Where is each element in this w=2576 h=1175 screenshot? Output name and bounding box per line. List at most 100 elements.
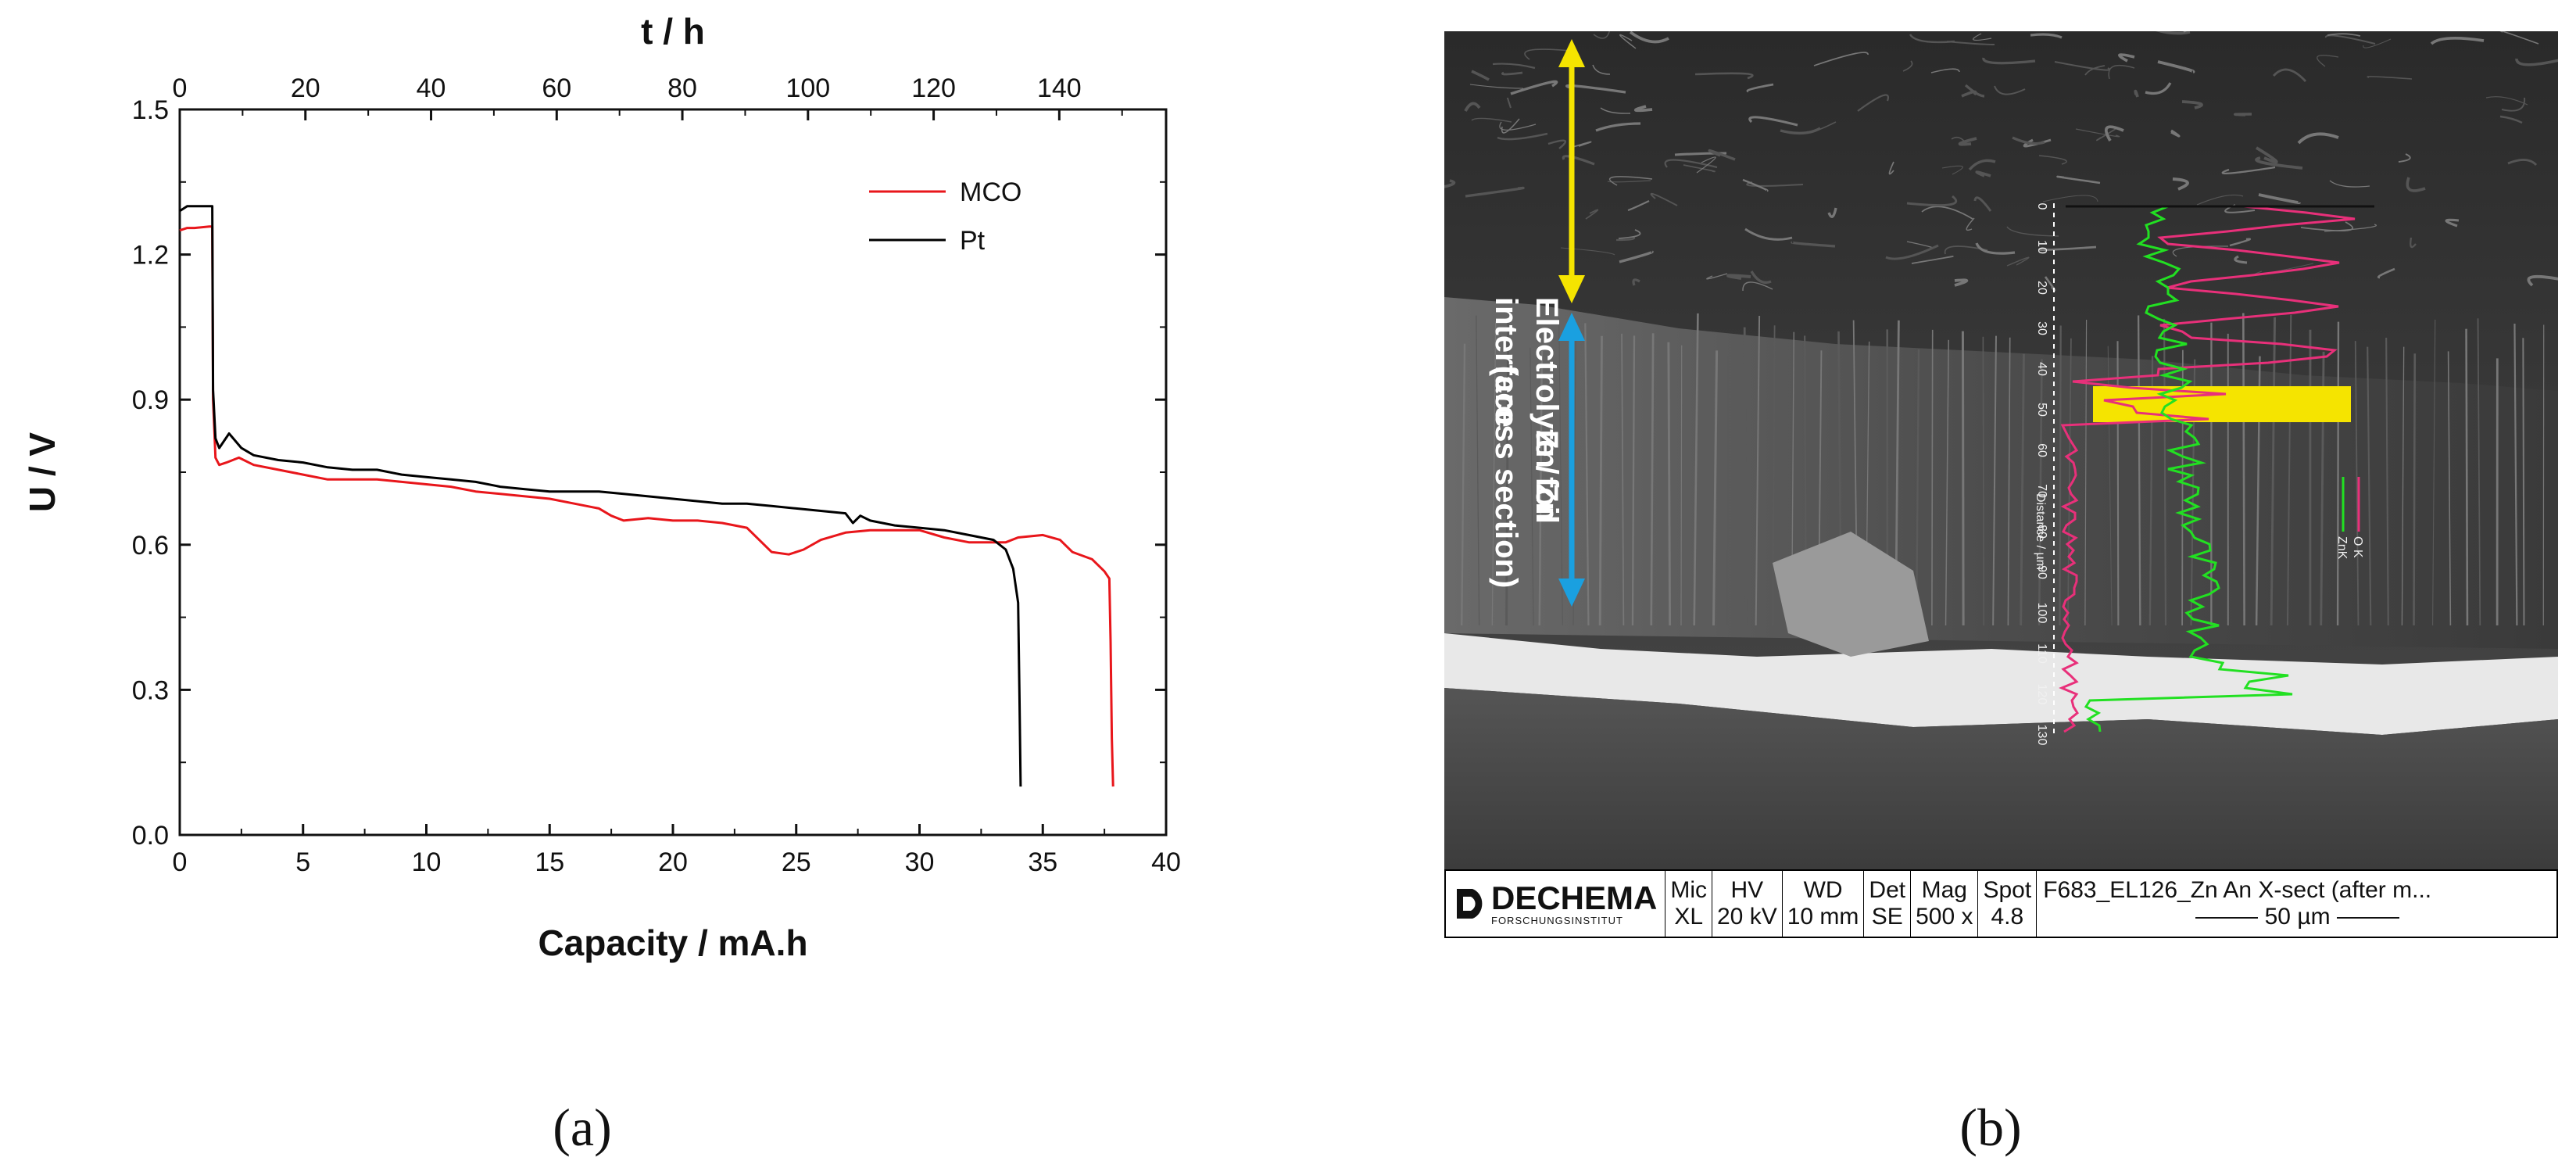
fiber-strand — [2134, 89, 2139, 98]
series-line-pt — [179, 205, 1022, 787]
fiber-strand — [1742, 178, 1769, 192]
foil-striation — [2513, 324, 2518, 626]
fiber-strand — [2156, 31, 2191, 35]
fiber-strand — [1499, 121, 1537, 131]
foil-striation — [2354, 341, 2360, 626]
foil-striation — [2286, 314, 2292, 626]
foil-striation — [2163, 318, 2167, 626]
info-hv: HV 20 kV — [1712, 871, 1783, 937]
profile-tick-label: 90 — [2035, 565, 2048, 579]
fiber-strand — [1471, 70, 1490, 81]
x-tick-label: 25 — [782, 847, 811, 877]
x-tick-label: 30 — [905, 847, 935, 877]
fiber-strand — [1615, 236, 1636, 242]
x-tick-label: 0 — [173, 847, 188, 877]
fiber-strand — [1921, 206, 1973, 220]
info-description-text: F683_EL126_Zn An X-sect (after m... — [2043, 877, 2432, 903]
fiber-strand — [2507, 159, 2538, 167]
fiber-strand — [1994, 85, 2026, 95]
fiber-strand — [2527, 274, 2558, 287]
fiber-strand — [1813, 52, 1869, 66]
fiber-strand — [2272, 68, 2307, 82]
fiber-strand — [2501, 97, 2526, 112]
fiber-strand — [1975, 170, 1991, 177]
foil-striation — [1992, 335, 1997, 626]
substrate-region — [1444, 688, 2558, 876]
panel-b-label: (b) — [1959, 1098, 2021, 1157]
sem-info-bar: DECHEMA FORSCHUNGSINSTITUT Mic XL HV 20 kV… — [1444, 869, 2558, 938]
foil-striation — [1667, 342, 1672, 626]
fiber-strand — [1492, 63, 1536, 70]
info-hv-label: HV — [1730, 877, 1764, 903]
fiber-strand — [2485, 96, 2528, 106]
fiber-strand — [2006, 226, 2059, 237]
fiber-strand — [1909, 34, 1955, 44]
foil-striation — [1491, 321, 1497, 626]
plot-frame — [178, 108, 1168, 836]
fiber-strand — [1444, 179, 1456, 188]
foil-striation — [1915, 349, 1920, 626]
foil-striation — [1931, 329, 1934, 626]
foil-striation — [1680, 345, 1683, 626]
fiber-strand — [1547, 139, 1567, 149]
info-mag: Mag 500 x — [1911, 871, 1979, 937]
fiber-strand — [2410, 237, 2417, 249]
fiber-strand — [2499, 31, 2539, 45]
profile-tick-label: 30 — [2035, 321, 2048, 335]
fiber-strand — [2108, 65, 2135, 80]
fiber-strand — [1941, 165, 1963, 175]
profile-tick-label: 70 — [2035, 484, 2048, 498]
fiber-strand — [2515, 58, 2558, 66]
foil-striation — [2401, 346, 2405, 626]
fiber-strand — [2075, 128, 2120, 138]
fiber-strand — [1607, 180, 1651, 183]
info-spot: Spot 4.8 — [1978, 871, 2038, 937]
fiber-strand — [1885, 244, 1939, 260]
top-tick-label: 0 — [173, 73, 188, 103]
top-tick-label: 20 — [291, 73, 320, 103]
fiber-strand — [2430, 36, 2485, 45]
fiber-strand — [2172, 177, 2189, 191]
fiber-strand — [2096, 127, 2119, 142]
label-electrolyte-interface-1: Electrolyte / Zn — [1530, 297, 1564, 521]
fiber-strand — [1982, 57, 2036, 65]
fiber-strand — [1973, 196, 1992, 212]
fiber-strand — [2406, 177, 2426, 192]
foil-striation — [2038, 359, 2043, 626]
foil-striation — [2270, 317, 2276, 626]
foil-striation — [1538, 350, 1544, 626]
fiber-strand — [2196, 194, 2244, 206]
fiber-strand — [1961, 90, 1977, 98]
fiber-strand — [2183, 31, 2187, 33]
fiber-strand — [2118, 53, 2135, 63]
fiber-strand — [2327, 33, 2361, 37]
top-axis-title: t / h — [641, 11, 705, 52]
info-spot-value: 4.8 — [1991, 904, 2024, 930]
foil-striation — [1726, 356, 1729, 626]
fiber-strand — [2157, 60, 2195, 73]
y-tick-label: 1.2 — [132, 241, 169, 270]
label-zn-foil-1: Zn foil — [1530, 430, 1564, 524]
foil-striation — [1505, 321, 1510, 626]
top-tick-label: 60 — [542, 73, 571, 103]
legend-label-pt: Pt — [960, 226, 986, 256]
fiber-strand — [2221, 166, 2276, 174]
scale-bar-label: 50 µm — [2264, 904, 2331, 930]
profile-tick-label: 10 — [2035, 240, 2048, 254]
fiber-strand — [1619, 34, 1637, 49]
foil-striation — [2084, 319, 2088, 626]
fiber-strand — [1746, 181, 1804, 187]
fiber-strand — [2229, 238, 2251, 247]
fiber-strand — [1857, 94, 1890, 112]
fiber-strand — [1780, 127, 1821, 135]
y-tick-label: 0.3 — [132, 675, 169, 705]
fiber-strand — [2325, 34, 2376, 45]
fiber-strand — [2038, 245, 2097, 251]
arrowhead-down-yellow — [1558, 275, 1585, 303]
info-spot-label: Spot — [1983, 877, 2032, 903]
foil-striation — [1558, 317, 1563, 626]
foil-striation — [2522, 338, 2525, 626]
x-tick-label: 40 — [1151, 847, 1181, 877]
info-det-value: SE — [1871, 904, 1903, 930]
x-tick-label: 10 — [412, 847, 442, 877]
